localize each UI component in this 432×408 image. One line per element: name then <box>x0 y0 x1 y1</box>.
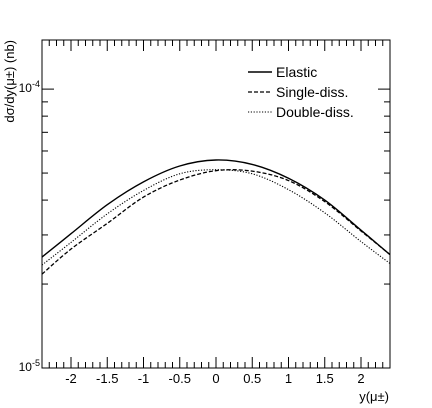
legend-label: Double-diss. <box>276 104 354 120</box>
y-tick-label: 10-4 <box>19 79 40 95</box>
tick-labels: -2 -1.5 -1 -0.5 0 0.5 1 1.5 2 10-5 10-4 <box>19 79 365 386</box>
series-line-elastic <box>41 159 391 258</box>
legend-label: Single-diss. <box>276 84 348 100</box>
axis-ticks <box>41 40 391 369</box>
x-tick-label: -2 <box>65 371 77 386</box>
series-line-double-diss <box>41 169 391 266</box>
y-tick-label: 10-5 <box>19 358 40 374</box>
x-tick-label: 0.5 <box>243 371 261 386</box>
x-tick-label: 2 <box>357 371 364 386</box>
x-tick-label: -1.5 <box>96 371 118 386</box>
series-lines <box>41 159 391 275</box>
x-axis-label: y(μ±) <box>359 389 389 404</box>
y-axis-label: dσ/dy(μ±) (nb) <box>2 40 17 123</box>
x-tick-label: -1 <box>138 371 150 386</box>
x-tick-label: 0 <box>212 371 219 386</box>
series-line-single-diss <box>41 169 391 275</box>
x-tick-label: 1.5 <box>316 371 334 386</box>
legend-label: Elastic <box>276 64 317 80</box>
x-tick-label: -0.5 <box>169 371 191 386</box>
x-tick-label: 1 <box>285 371 292 386</box>
legend: Elastic Single-diss. Double-diss. <box>248 64 354 120</box>
